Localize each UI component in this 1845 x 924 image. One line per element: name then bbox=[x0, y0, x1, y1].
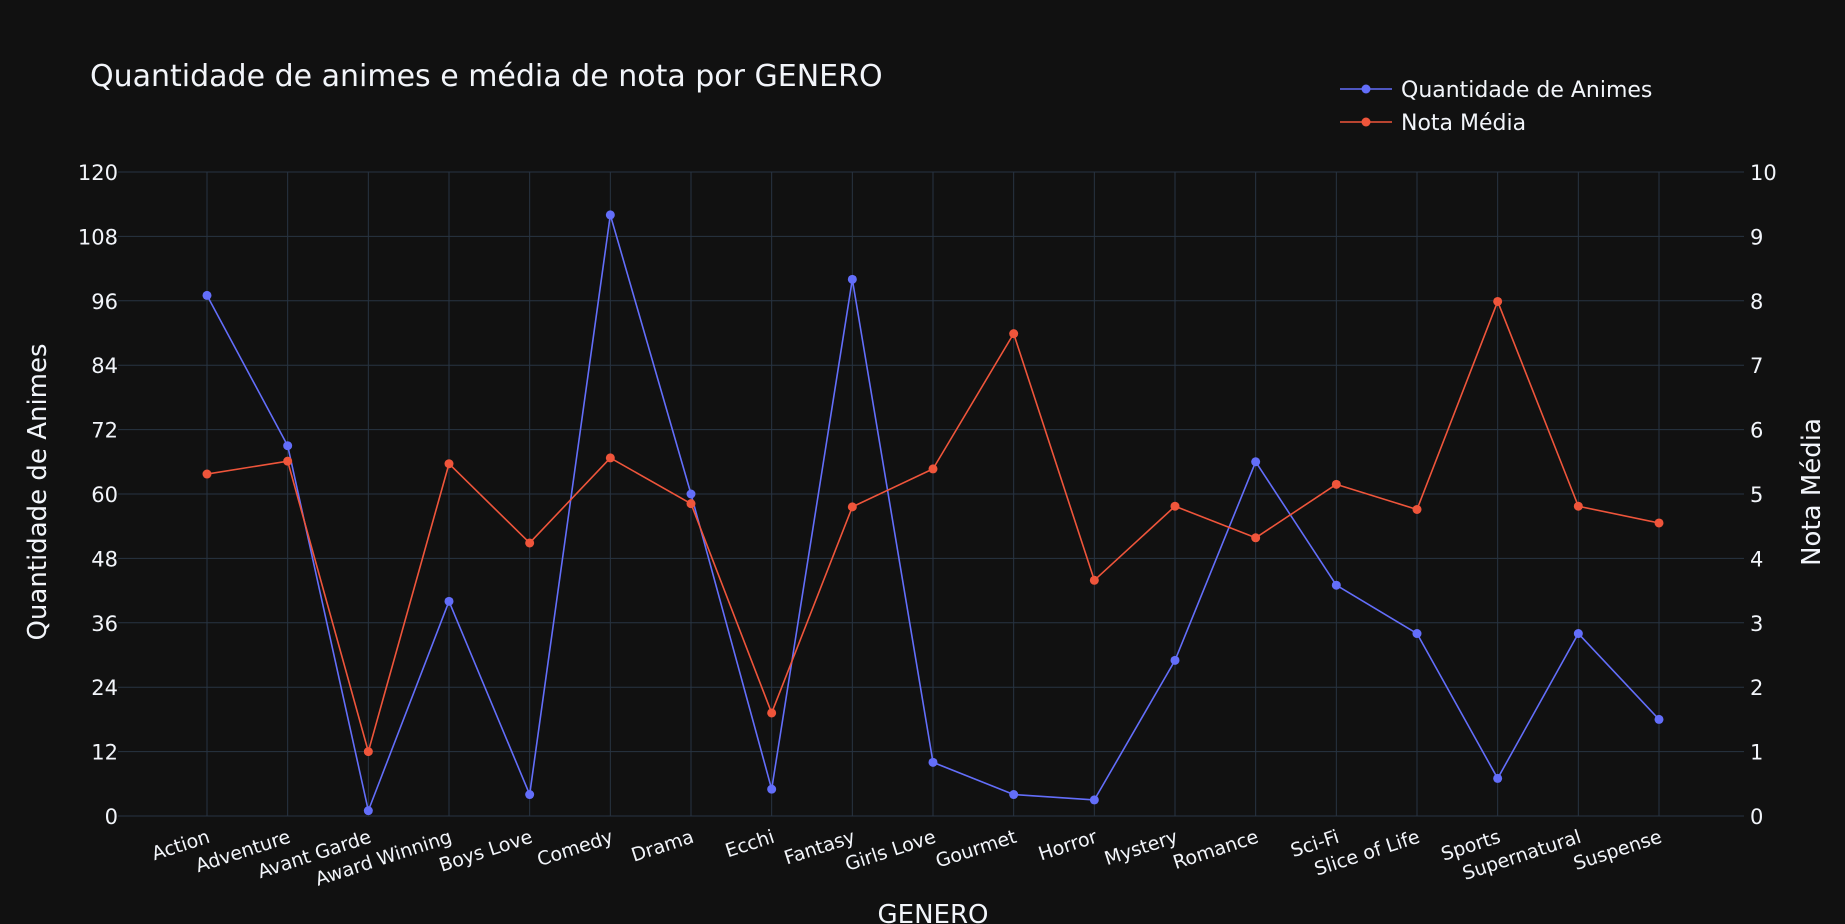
data-point-quantidade-de-animes-drama[interactable] bbox=[686, 489, 696, 499]
data-point-nota-media-ecchi[interactable] bbox=[767, 708, 777, 718]
x-tick-label-horror: Horror bbox=[1036, 826, 1100, 866]
right-y-tick-label: 2 bbox=[1750, 676, 1763, 700]
left-y-tick-label: 0 bbox=[105, 805, 118, 829]
data-point-quantidade-de-animes-award-winning[interactable] bbox=[444, 596, 454, 606]
data-point-nota-media-gourmet[interactable] bbox=[1009, 329, 1019, 339]
data-point-nota-media-sports[interactable] bbox=[1493, 296, 1503, 306]
data-point-quantidade-de-animes-boys-love[interactable] bbox=[525, 790, 535, 800]
data-point-quantidade-de-animes-adventure[interactable] bbox=[283, 441, 293, 451]
legend-marker-quantidade-de-animes bbox=[1361, 84, 1371, 94]
legend-label-quantidade-de-animes: Quantidade de Animes bbox=[1401, 78, 1652, 103]
data-point-quantidade-de-animes-comedy[interactable] bbox=[605, 210, 615, 220]
x-tick-label-drama: Drama bbox=[629, 826, 697, 867]
data-point-nota-media-fantasy[interactable] bbox=[847, 502, 857, 512]
data-point-quantidade-de-animes-sports[interactable] bbox=[1493, 773, 1503, 783]
data-point-quantidade-de-animes-slice-of-life[interactable] bbox=[1412, 629, 1422, 639]
legend-label-nota-media: Nota Média bbox=[1401, 111, 1526, 136]
data-point-quantidade-de-animes-gourmet[interactable] bbox=[1009, 790, 1019, 800]
right-y-tick-label: 6 bbox=[1750, 419, 1763, 443]
chart-title: Quantidade de animes e média de nota por… bbox=[90, 59, 883, 94]
left-y-tick-label: 60 bbox=[91, 483, 118, 507]
series-layer bbox=[202, 210, 1664, 816]
x-tick-label-girls-love: Girls Love bbox=[842, 826, 938, 876]
data-point-quantidade-de-animes-ecchi[interactable] bbox=[767, 784, 777, 794]
data-point-quantidade-de-animes-horror[interactable] bbox=[1089, 795, 1099, 805]
data-point-quantidade-de-animes-romance[interactable] bbox=[1251, 457, 1261, 467]
x-axis-title: GENERO bbox=[878, 900, 989, 924]
right-y-tick-label: 9 bbox=[1750, 225, 1763, 249]
data-point-nota-media-sci-fi[interactable] bbox=[1331, 479, 1341, 489]
x-tick-label-suspense: Suspense bbox=[1571, 826, 1665, 875]
data-point-quantidade-de-animes-suspense[interactable] bbox=[1654, 714, 1664, 724]
data-point-nota-media-adventure[interactable] bbox=[283, 456, 293, 466]
x-tick-label-romance: Romance bbox=[1170, 826, 1261, 874]
data-point-quantidade-de-animes-girls-love[interactable] bbox=[928, 757, 938, 767]
data-point-nota-media-award-winning[interactable] bbox=[444, 459, 454, 469]
left-y-tick-label: 120 bbox=[78, 161, 118, 185]
legend-item-quantidade-de-animes[interactable]: Quantidade de Animes bbox=[1340, 78, 1652, 103]
data-point-nota-media-action[interactable] bbox=[202, 469, 212, 479]
data-point-nota-media-suspense[interactable] bbox=[1654, 518, 1664, 528]
x-tick-label-gourmet: Gourmet bbox=[933, 826, 1019, 873]
legend-item-nota-media[interactable]: Nota Média bbox=[1340, 111, 1526, 136]
right-y-tick-label: 8 bbox=[1750, 290, 1763, 314]
data-point-nota-media-boys-love[interactable] bbox=[525, 538, 535, 548]
right-y-tick-label: 3 bbox=[1750, 612, 1763, 636]
data-point-nota-media-drama[interactable] bbox=[686, 499, 696, 509]
right-y-tick-label: 7 bbox=[1750, 354, 1763, 378]
x-tick-label-boys-love: Boys Love bbox=[436, 826, 535, 877]
grid-layer bbox=[118, 171, 1744, 817]
legend-marker-nota-media bbox=[1361, 117, 1371, 127]
right-axis-title: Nota Média bbox=[1797, 418, 1827, 566]
data-point-nota-media-comedy[interactable] bbox=[605, 453, 615, 463]
axis-layer: 01224364860728496108120012345678910Actio… bbox=[78, 161, 1777, 891]
left-y-tick-label: 12 bbox=[91, 741, 118, 765]
left-y-tick-label: 48 bbox=[91, 547, 118, 571]
right-y-tick-label: 1 bbox=[1750, 741, 1763, 765]
left-y-tick-label: 72 bbox=[91, 419, 118, 443]
data-point-quantidade-de-animes-mystery[interactable] bbox=[1170, 655, 1180, 665]
data-point-nota-media-supernatural[interactable] bbox=[1573, 501, 1583, 511]
data-point-quantidade-de-animes-avant-garde[interactable] bbox=[363, 806, 373, 816]
right-y-tick-label: 4 bbox=[1750, 547, 1763, 571]
data-point-nota-media-avant-garde[interactable] bbox=[363, 747, 373, 757]
data-point-nota-media-romance[interactable] bbox=[1251, 533, 1261, 543]
x-tick-label-mystery: Mystery bbox=[1102, 826, 1181, 870]
data-point-nota-media-horror[interactable] bbox=[1089, 575, 1099, 585]
left-y-tick-label: 24 bbox=[91, 676, 118, 700]
left-y-tick-label: 96 bbox=[91, 290, 118, 314]
x-tick-label-comedy: Comedy bbox=[535, 826, 616, 871]
data-point-quantidade-de-animes-sci-fi[interactable] bbox=[1331, 580, 1341, 590]
data-point-nota-media-mystery[interactable] bbox=[1170, 501, 1180, 511]
data-point-quantidade-de-animes-supernatural[interactable] bbox=[1573, 629, 1583, 639]
left-y-tick-label: 84 bbox=[91, 354, 118, 378]
left-y-tick-label: 36 bbox=[91, 612, 118, 636]
right-y-tick-label: 10 bbox=[1750, 161, 1777, 185]
data-point-quantidade-de-animes-fantasy[interactable] bbox=[847, 274, 857, 284]
right-y-tick-label: 0 bbox=[1750, 805, 1763, 829]
left-axis-title: Quantidade de Animes bbox=[23, 343, 53, 640]
right-y-tick-label: 5 bbox=[1750, 483, 1763, 507]
data-point-nota-media-slice-of-life[interactable] bbox=[1412, 504, 1422, 514]
data-point-quantidade-de-animes-action[interactable] bbox=[202, 290, 212, 300]
legend: Quantidade de Animes Nota Média bbox=[1340, 78, 1652, 136]
data-point-nota-media-girls-love[interactable] bbox=[928, 464, 938, 474]
x-tick-label-ecchi: Ecchi bbox=[723, 826, 778, 862]
left-y-tick-label: 108 bbox=[78, 225, 118, 249]
